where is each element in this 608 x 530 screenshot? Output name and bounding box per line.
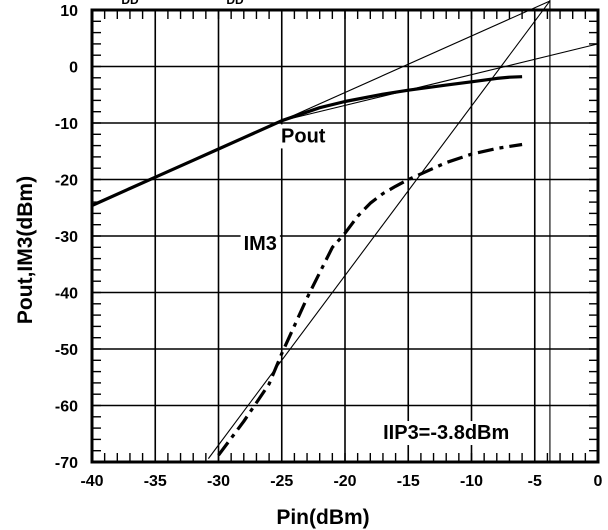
y-tick-label: 0 — [69, 60, 78, 77]
annotations: Pout IM3 IIP3=-3.8dBm — [240, 124, 513, 446]
y-tick-label: -30 — [55, 229, 78, 246]
clipped-top-label: DD — [121, 0, 139, 7]
y-tick-label: -20 — [55, 173, 78, 190]
y-tick-label: 10 — [60, 3, 78, 20]
annotation-label: IM3 — [244, 233, 277, 255]
x-tick-label: -20 — [333, 473, 356, 490]
pout-series-line — [91, 75, 523, 207]
y-tick-label: -60 — [55, 399, 78, 416]
x-tick-label: -25 — [270, 473, 293, 490]
y-tick-labels: 10 0 -10 -20 -30 -40 -50 -60 -70 — [55, 3, 78, 472]
x-axis-title: Pin(dBm) — [276, 506, 369, 529]
y-tick-label: -70 — [55, 455, 78, 472]
x-tick-label: -40 — [80, 473, 103, 490]
x-tick-label: -35 — [144, 473, 167, 490]
annotation-background — [240, 231, 280, 256]
im3-series-line — [217, 142, 523, 457]
clipped-top-label: DD — [226, 0, 244, 7]
annotation-label: Pout — [281, 125, 326, 147]
y-tick-label: -10 — [55, 116, 78, 133]
annotation-background — [380, 421, 513, 446]
plot-frame — [90, 8, 600, 464]
x-tick-label: -15 — [397, 473, 420, 490]
y-tick-label: -50 — [55, 342, 78, 359]
x-tick-label: -5 — [528, 473, 542, 490]
clipped-top-labels: DD DD — [121, 0, 244, 7]
y-tick-label: -40 — [55, 286, 78, 303]
annotation-label: IIP3=-3.8dBm — [383, 422, 509, 444]
series — [91, 75, 523, 457]
x-tick-labels: -40 -35 -30 -25 -20 -15 -10 -5 0 — [80, 473, 602, 490]
x-tick-label: -30 — [207, 473, 230, 490]
x-tick-label: 0 — [594, 473, 603, 490]
extrapolation-line — [281, 43, 599, 122]
extrapolation-line — [207, 0, 551, 459]
x-tick-label: -10 — [460, 473, 483, 490]
annotation-background — [278, 124, 329, 149]
y-axis-title: Pout,IM3(dBm) — [14, 176, 37, 324]
